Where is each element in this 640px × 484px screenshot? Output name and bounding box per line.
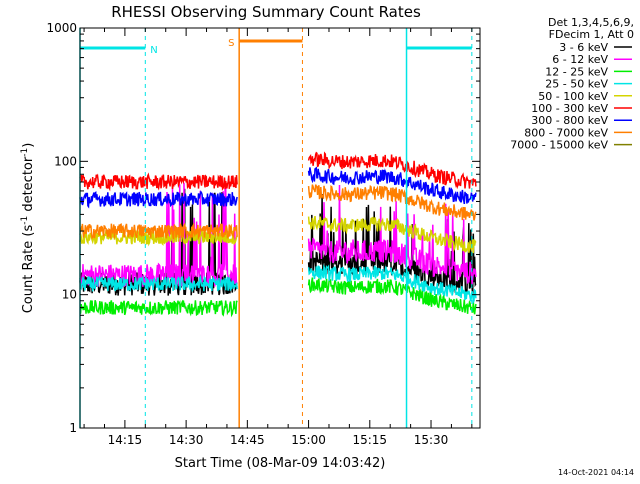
legend-header-line: FDecim 1, Att 0 bbox=[549, 28, 634, 41]
series-line bbox=[307, 277, 477, 315]
legend-header-line: Det 1,3,4,5,6,9, bbox=[548, 16, 634, 29]
legend-label: 25 - 50 keV bbox=[545, 78, 608, 91]
x-tick-label: 14:45 bbox=[230, 433, 265, 447]
series-line bbox=[79, 222, 238, 241]
legend-label: 300 - 800 keV bbox=[531, 114, 608, 127]
legend-label: 3 - 6 keV bbox=[559, 41, 608, 54]
series-line bbox=[79, 190, 238, 209]
y-axis-label-sup: -1 bbox=[20, 216, 30, 225]
legend-label: 12 - 25 keV bbox=[545, 65, 608, 78]
x-tick-label: 14:15 bbox=[108, 433, 143, 447]
y-axis-label-part: Count Rate (s bbox=[21, 225, 36, 314]
axis-layer: 1 10 100 1000 14:15 14:30 14:45 15:00 15:15 15:30 bbox=[46, 21, 480, 447]
timestamp: 14-Oct-2021 04:14 bbox=[558, 468, 634, 477]
x-tick-label: 15:15 bbox=[352, 433, 387, 447]
y-tick-label: 1000 bbox=[46, 21, 77, 35]
series-line bbox=[307, 166, 477, 205]
series-line bbox=[79, 299, 238, 318]
y-axis-label: Count Rate (s-1 detector-1) bbox=[20, 143, 36, 314]
plot-frame bbox=[79, 27, 481, 429]
chart-title: RHESSI Observing Summary Count Rates bbox=[111, 3, 421, 21]
x-axis-label: Start Time (08-Mar-09 14:03:42) bbox=[175, 456, 386, 471]
series-line bbox=[79, 274, 238, 293]
x-tick-label: 15:30 bbox=[414, 433, 449, 447]
y-tick-label: 100 bbox=[54, 154, 77, 168]
legend: Det 1,3,4,5,6,9, FDecim 1, Att 0 3 - 6 k… bbox=[510, 16, 634, 152]
x-tick-label: 15:00 bbox=[291, 433, 326, 447]
legend-label: 7000 - 15000 keV bbox=[510, 139, 608, 152]
legend-label: 100 - 300 keV bbox=[531, 102, 608, 115]
series-layer bbox=[79, 151, 477, 318]
legend-label: 800 - 7000 keV bbox=[524, 126, 608, 139]
legend-label: 6 - 12 keV bbox=[552, 53, 608, 66]
y-tick-label: 10 bbox=[62, 288, 77, 302]
y-axis-label-part: ) bbox=[21, 143, 36, 148]
y-axis-label-part: detector bbox=[21, 156, 36, 216]
series-line bbox=[307, 184, 477, 221]
y-axis-label-sup: -1 bbox=[20, 148, 30, 157]
series-line bbox=[79, 172, 238, 192]
series-line bbox=[307, 215, 477, 254]
series-line bbox=[307, 151, 477, 190]
series-line bbox=[307, 184, 477, 285]
marker-label: N bbox=[150, 45, 157, 56]
series-line bbox=[307, 264, 477, 305]
legend-label: 50 - 100 keV bbox=[538, 90, 608, 103]
y-tick-label: 1 bbox=[69, 421, 77, 435]
series-line bbox=[79, 181, 238, 287]
marker-label: S bbox=[228, 38, 234, 49]
x-tick-label: 14:30 bbox=[169, 433, 204, 447]
